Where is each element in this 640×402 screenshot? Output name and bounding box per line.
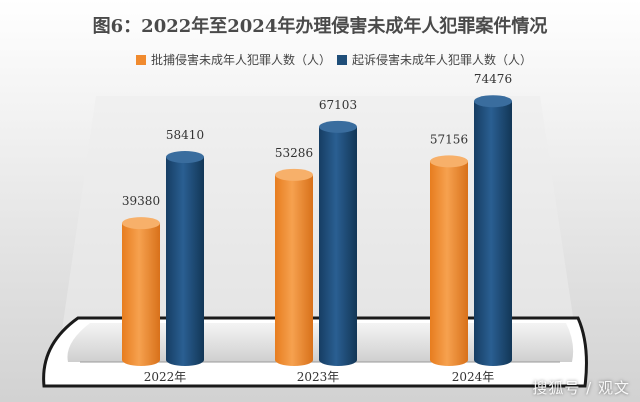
- bar: [474, 95, 512, 367]
- data-label: 53286: [275, 146, 313, 160]
- bar: [430, 155, 468, 366]
- bar-body: [430, 161, 468, 366]
- legend-label: 批捕侵害未成年人犯罪人数（人）: [151, 52, 331, 67]
- chart-title: 图6：2022年至2024年办理侵害未成年人犯罪案件情况: [93, 15, 548, 37]
- bar: [166, 151, 204, 366]
- x-tick-label: 2023年: [297, 370, 340, 384]
- x-tick-label: 2022年: [144, 370, 187, 384]
- legend-swatch: [337, 55, 347, 65]
- bar: [319, 120, 357, 366]
- legend-swatch: [136, 55, 146, 65]
- legend-label: 起诉侵害未成年人犯罪人数（人）: [352, 52, 532, 67]
- x-tick-label: 2024年: [452, 370, 495, 384]
- bar-cap: [474, 95, 512, 108]
- x-axis-ticks: 2022年 2023年 2024年: [144, 370, 495, 384]
- bar: [122, 217, 160, 366]
- bar-cap: [275, 168, 313, 181]
- data-label: 74476: [474, 72, 512, 86]
- data-label: 39380: [122, 194, 160, 208]
- bar-cap: [122, 217, 160, 230]
- bar-cap: [319, 120, 357, 133]
- data-label: 58410: [166, 128, 204, 142]
- watermark: 搜狐号 / 观文: [532, 379, 630, 397]
- legend: 批捕侵害未成年人犯罪人数（人） 起诉侵害未成年人犯罪人数（人）: [136, 52, 532, 67]
- data-label: 57156: [430, 132, 468, 146]
- bar-cap: [166, 151, 204, 164]
- bar-body: [474, 101, 512, 367]
- bar-body: [319, 126, 357, 366]
- data-label: 67103: [319, 98, 357, 112]
- bar: [275, 168, 313, 366]
- bars: 39380 58410 53286 67103 57156 74476: [122, 72, 512, 367]
- bar-body: [166, 157, 204, 366]
- bar-cap: [430, 155, 468, 168]
- bar-body: [275, 174, 313, 366]
- bar-body: [122, 223, 160, 366]
